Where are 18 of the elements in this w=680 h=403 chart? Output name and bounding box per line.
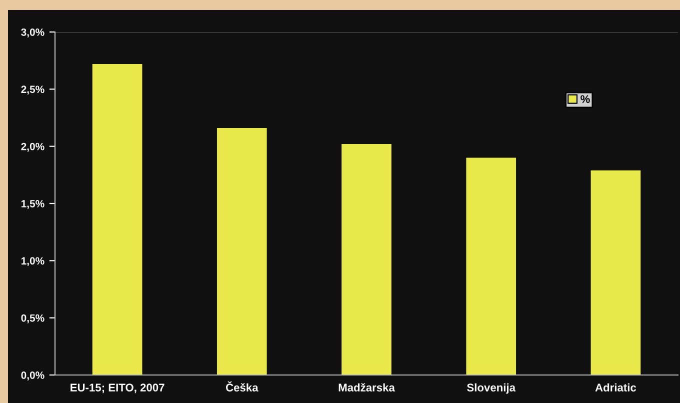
bar	[466, 158, 516, 375]
x-tick-label: Češka	[226, 381, 258, 392]
bar	[590, 170, 641, 375]
y-tick-label: 1,0%	[21, 257, 44, 266]
y-tick-label: 1,5%	[21, 200, 44, 209]
x-tick-label: Madžarska	[338, 383, 395, 392]
x-tick-label: Slovenija	[467, 383, 516, 394]
x-tick-label: Adriatic	[595, 383, 636, 392]
legend-label: %	[580, 95, 590, 104]
bar	[342, 144, 392, 375]
x-tick-label: EU-15; EITO, 2007	[70, 384, 164, 394]
y-tick-label: 0,0%	[21, 372, 44, 380]
bar	[92, 64, 142, 375]
y-tick-label: 3,0%	[21, 28, 44, 38]
bar	[216, 128, 267, 375]
y-tick-label: 2,0%	[21, 142, 44, 152]
y-tick-label: 2,5%	[21, 86, 44, 95]
y-tick-label: 0,5%	[21, 314, 44, 324]
